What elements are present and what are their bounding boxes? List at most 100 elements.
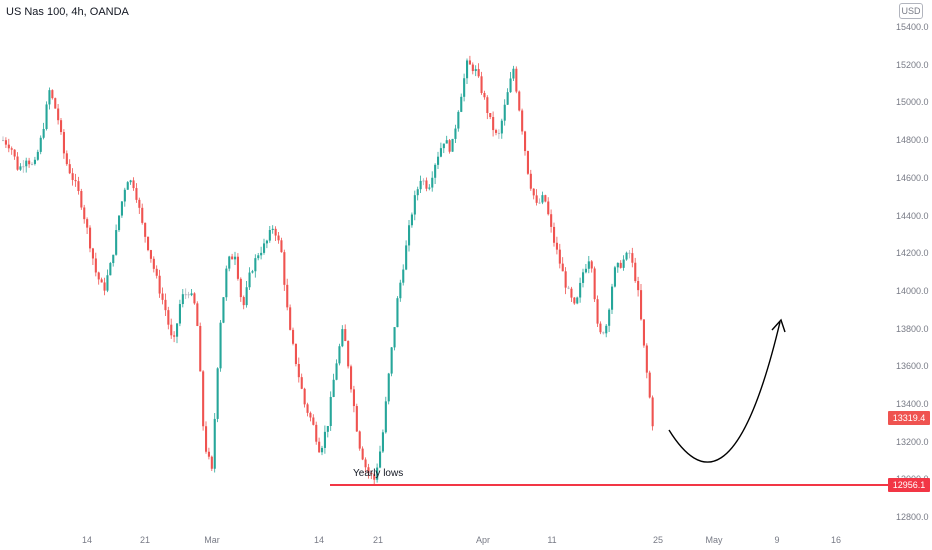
candle-body xyxy=(512,68,515,79)
candle-body xyxy=(202,371,205,427)
candle-body xyxy=(321,447,324,453)
candle-body xyxy=(97,272,100,280)
candle-body xyxy=(205,426,208,452)
time-tick: 25 xyxy=(652,535,664,545)
yearly-low-price-tag: 12956.1 xyxy=(888,478,930,492)
candle-body xyxy=(268,229,271,241)
candle-body xyxy=(399,282,402,299)
candle-body xyxy=(410,214,413,226)
candle-body xyxy=(448,140,451,152)
candle-body xyxy=(236,256,239,279)
candle-body xyxy=(584,268,587,273)
candle-body xyxy=(451,138,454,152)
candle-body xyxy=(196,303,199,326)
time-tick: 14 xyxy=(81,535,93,545)
candle-body xyxy=(309,412,312,418)
candle-body xyxy=(350,366,353,390)
candle-body xyxy=(109,263,112,276)
symbol-title: US Nas 100, 4h, OANDA xyxy=(6,6,129,18)
candle-body xyxy=(164,299,167,311)
candle-body xyxy=(57,108,60,121)
candle-body xyxy=(19,166,22,170)
candle-body xyxy=(13,149,16,157)
candle-body xyxy=(529,173,532,189)
candle-body xyxy=(83,207,86,220)
time-tick: 21 xyxy=(372,535,384,545)
candle-body xyxy=(405,245,408,270)
candle-body xyxy=(460,96,463,112)
candle-body xyxy=(263,243,266,253)
candle-body xyxy=(332,379,335,397)
candle-body xyxy=(176,323,179,337)
candle-body xyxy=(239,278,242,298)
candle-body xyxy=(89,227,92,249)
candle-body xyxy=(625,252,628,260)
candle-body xyxy=(538,202,541,204)
currency-button[interactable]: USD xyxy=(899,3,923,19)
candle-body xyxy=(413,195,416,215)
candle-body xyxy=(338,346,341,364)
candle-body xyxy=(54,98,57,109)
candle-body xyxy=(86,219,89,228)
candle-body xyxy=(138,199,141,208)
candle-body xyxy=(286,284,289,308)
candle-body xyxy=(62,132,65,154)
candle-body xyxy=(4,140,7,145)
price-tick: 14600.0 xyxy=(896,172,929,183)
candle-body xyxy=(489,113,492,118)
candle-body xyxy=(500,120,503,134)
candle-body xyxy=(616,262,619,268)
candle-body xyxy=(361,448,364,460)
candle-body xyxy=(486,97,489,114)
candle-body xyxy=(596,299,599,324)
candle-body xyxy=(292,329,295,344)
price-tick: 14200.0 xyxy=(896,248,929,259)
time-tick: 16 xyxy=(830,535,842,545)
candle-body xyxy=(251,271,254,273)
candle-body xyxy=(45,104,48,129)
candle-body xyxy=(509,78,512,93)
candle-body xyxy=(7,144,10,149)
candle-body xyxy=(564,271,567,288)
candle-body xyxy=(619,262,622,268)
candle-body xyxy=(132,180,135,189)
candle-body xyxy=(77,181,80,192)
candle-body xyxy=(28,160,31,165)
candle-body xyxy=(381,432,384,452)
candle-body xyxy=(152,258,155,269)
candle-body xyxy=(74,179,77,182)
candle-body xyxy=(289,307,292,330)
candle-body xyxy=(408,225,411,246)
candle-body xyxy=(112,254,115,264)
time-tick: 11 xyxy=(547,535,557,545)
current-price-tag: 13319.4 xyxy=(888,411,930,425)
forecast-arrow[interactable] xyxy=(668,321,781,463)
candle-body xyxy=(207,451,210,457)
candle-body xyxy=(640,290,643,320)
candle-body xyxy=(553,226,556,243)
candle-body xyxy=(115,230,118,255)
candle-body xyxy=(341,329,344,347)
candle-body xyxy=(355,406,358,432)
candle-body xyxy=(547,201,550,215)
forecast-arrowhead xyxy=(771,318,786,333)
candle-body xyxy=(506,92,509,105)
candle-body xyxy=(193,293,196,304)
candle-body xyxy=(323,431,326,448)
candle-body xyxy=(219,322,222,369)
candle-body xyxy=(393,327,396,348)
candle-body xyxy=(329,396,332,426)
candle-body xyxy=(68,164,71,174)
candle-body xyxy=(587,261,590,269)
candle-body xyxy=(608,309,611,326)
candle-body xyxy=(231,256,234,260)
candle-body xyxy=(631,253,634,263)
candle-body xyxy=(118,215,121,231)
candle-body xyxy=(515,68,518,92)
candle-body xyxy=(184,294,187,296)
candle-body xyxy=(300,377,303,389)
time-tick: 21 xyxy=(139,535,151,545)
candle-body xyxy=(376,467,379,480)
candle-body xyxy=(370,472,373,475)
